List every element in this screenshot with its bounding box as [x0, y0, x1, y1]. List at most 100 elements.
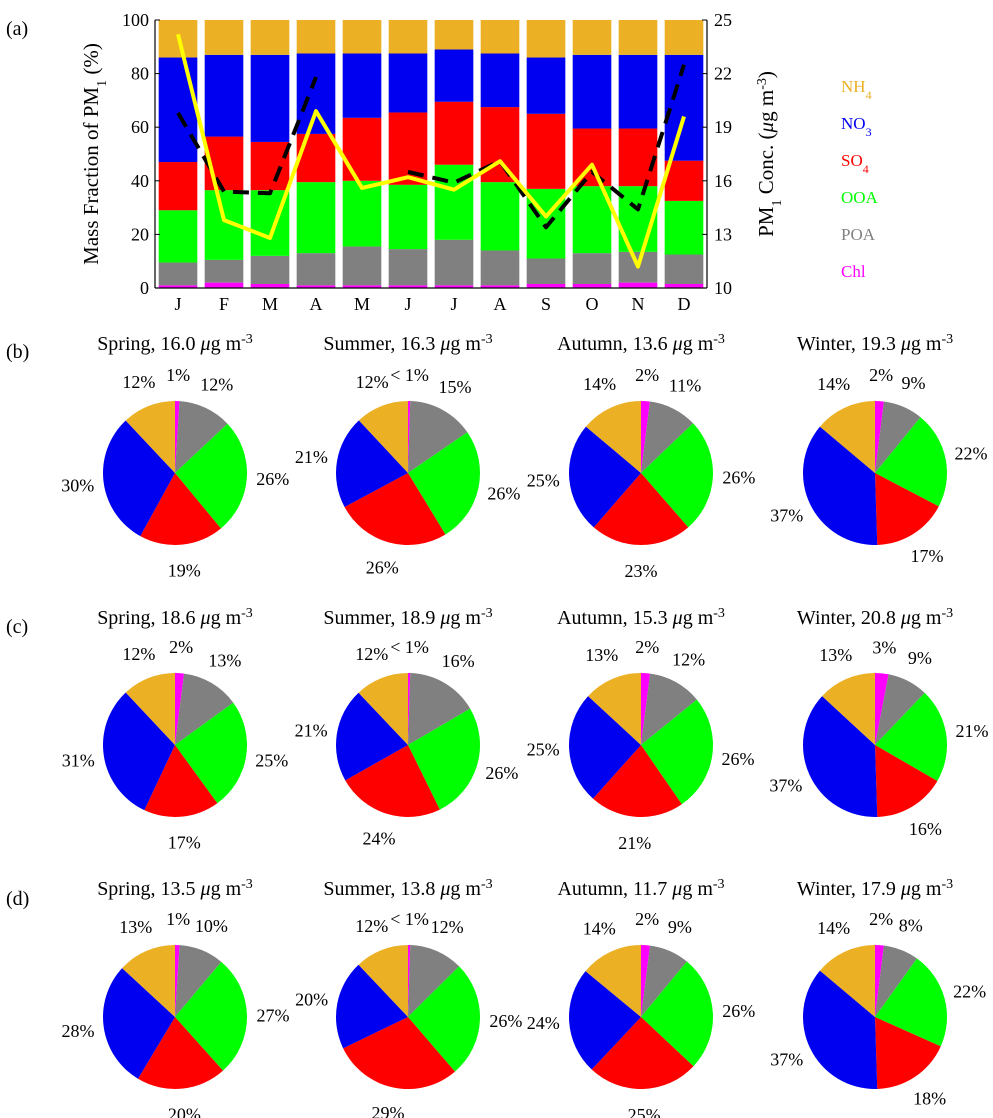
- bar-segment-no3: [250, 54, 290, 142]
- bar-segment-no3: [204, 54, 244, 137]
- pie-slice-so4: [591, 1017, 694, 1089]
- pie-slice-chl: [641, 945, 651, 1017]
- pie-slice-nh4: [122, 945, 175, 1017]
- pie-pct-label-nh4: 14%: [817, 918, 850, 938]
- pie-pct-label-no3: 30%: [61, 475, 94, 495]
- pie-pct-label-ooa: 26%: [256, 469, 289, 489]
- pie-slice-so4: [344, 473, 446, 545]
- line-black-dashed: [176, 76, 318, 196]
- pie-slice-so4: [875, 473, 939, 545]
- stacked-bar-chart: 0 20 40 60 80 100 10 13 16 19 22 25 J F M A M J J A S O N D Mass…: [79, 10, 785, 314]
- bar-segment-chl: [480, 285, 520, 288]
- panel-label-b: (b): [6, 341, 29, 363]
- pie-slice-no3: [803, 426, 878, 545]
- x-tick-label: N: [632, 294, 645, 314]
- pie-slice-poa: [175, 673, 234, 745]
- pie-pct-label-no3: 37%: [770, 1050, 803, 1070]
- pie-slice-chl: [175, 401, 180, 473]
- y-axis-label: Mass Fraction of PM1 (%): [79, 43, 110, 265]
- bar-segment-chl: [526, 283, 566, 288]
- pie-pct-label-so4: 17%: [911, 546, 944, 566]
- pie-slice-so4: [593, 473, 689, 545]
- bar-segment-nh4: [618, 20, 658, 55]
- left-tick-label: 100: [122, 10, 149, 30]
- pie-pct-label-poa: 9%: [908, 648, 932, 668]
- pie-pct-label-nh4: 13%: [119, 917, 152, 937]
- pie-title: Winter, 17.9 μg m-3: [797, 877, 953, 901]
- pie-slice-poa: [641, 401, 694, 473]
- pie-slice-so4: [875, 1017, 941, 1089]
- pie-slice-no3: [335, 692, 408, 781]
- pie-slice-ooa: [175, 423, 247, 529]
- pie-slice-ooa: [875, 958, 947, 1047]
- x-tick-label: S: [541, 294, 551, 314]
- bar-segment-ooa: [342, 180, 382, 247]
- right-tick-label: 25: [714, 10, 732, 30]
- bar-segment-so4: [250, 141, 290, 191]
- pie-title: Spring, 16.0 μg m-3: [97, 332, 253, 356]
- bar-segment-chl: [572, 283, 612, 288]
- bar-segment-so4: [664, 160, 704, 201]
- pie-slice-poa: [408, 401, 468, 473]
- bar-segment-nh4: [526, 20, 566, 58]
- pie-title: Winter, 20.8 μg m-3: [797, 606, 953, 630]
- pie-pct-label-so4: 20%: [168, 1105, 201, 1118]
- bar-segment-no3: [572, 54, 612, 129]
- pie-slice-so4: [345, 745, 440, 817]
- pie-pct-label-chl: < 1%: [390, 365, 429, 385]
- pie-pct-label-no3: 28%: [61, 1021, 94, 1041]
- legend-item-chl: Chl: [841, 262, 866, 281]
- bar-segment-so4: [434, 101, 474, 165]
- line-black-dashed: [407, 64, 686, 230]
- pie-slice-chl: [875, 673, 889, 745]
- pie-title: Summer, 13.8 μg m-3: [323, 877, 492, 901]
- pie-pct-label-poa: 11%: [669, 375, 701, 395]
- bar-segment-ooa: [296, 182, 336, 254]
- pie-pct-label-poa: 12%: [672, 649, 705, 669]
- pie-title: Summer, 18.9 μg m-3: [323, 606, 492, 630]
- bar-segment-poa: [664, 254, 704, 284]
- left-tick-label: 40: [131, 171, 149, 191]
- bar-segment-nh4: [572, 20, 612, 55]
- bar-segment-nh4: [664, 20, 704, 55]
- pie-pct-label-chl: 2%: [869, 365, 893, 385]
- pie-slice-chl: [408, 673, 411, 745]
- pie-pct-label-nh4: 14%: [583, 918, 616, 938]
- bar-segment-nh4: [250, 20, 290, 55]
- pie-pct-label-so4: 26%: [366, 558, 399, 578]
- y2-axis-label: PM1 Conc. (μg m-3): [754, 71, 785, 237]
- pie-slice-no3: [103, 968, 175, 1079]
- bar-segment-poa: [342, 246, 382, 286]
- pie-title: Spring, 13.5 μg m-3: [97, 877, 253, 901]
- bar-segment-ooa: [388, 184, 428, 250]
- pie-pct-label-chl: 2%: [635, 637, 659, 657]
- pie-slice-no3: [102, 692, 175, 811]
- pie-pct-label-ooa: 27%: [256, 1005, 289, 1025]
- bar-segment-poa: [526, 258, 566, 284]
- left-tick-label: 0: [140, 278, 149, 298]
- bar-segment-chl: [158, 285, 198, 288]
- pie-slice-so4: [138, 1017, 224, 1089]
- bar-segment-chl: [296, 285, 336, 288]
- pie-slice-poa: [875, 401, 921, 473]
- pie-title: Spring, 18.6 μg m-3: [97, 606, 253, 630]
- bar-segment-ooa: [480, 182, 520, 251]
- line-yellow-solid: [176, 33, 686, 269]
- pie-slice-nh4: [358, 401, 408, 473]
- pie-pct-label-ooa: 26%: [485, 763, 518, 783]
- pie-pct-label-no3: 21%: [295, 720, 328, 740]
- pie-slice-no3: [569, 696, 641, 799]
- bar-segment-no3: [388, 53, 428, 113]
- pie-slice-no3: [569, 426, 641, 528]
- pie-slice-chl: [175, 673, 185, 745]
- bar-segment-chl: [250, 283, 290, 288]
- pie-pct-label-nh4: 12%: [122, 644, 155, 664]
- pie-pct-label-ooa: 26%: [722, 468, 755, 488]
- pie-pct-label-chl: < 1%: [390, 637, 429, 657]
- pie-slice-chl: [875, 401, 884, 473]
- pie-pct-label-nh4: 12%: [355, 916, 388, 936]
- x-tick-label: M: [262, 294, 278, 314]
- bar-segment-nh4: [434, 20, 474, 50]
- bar-segment-poa: [296, 253, 336, 286]
- bar-segment-no3: [618, 54, 658, 129]
